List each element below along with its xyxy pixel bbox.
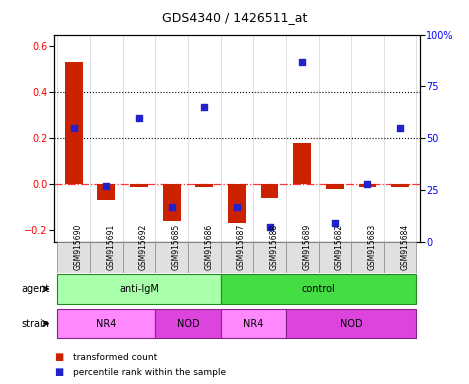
- Text: agent: agent: [21, 284, 49, 294]
- Text: GSM915682: GSM915682: [335, 223, 344, 270]
- Bar: [391, 184, 409, 187]
- Bar: [97, 184, 115, 200]
- Point: [70, 125, 77, 131]
- Point: [331, 220, 339, 226]
- Point: [364, 181, 371, 187]
- Bar: [358, 184, 377, 187]
- FancyBboxPatch shape: [155, 309, 220, 338]
- Text: GSM915687: GSM915687: [237, 223, 246, 270]
- Bar: [65, 62, 83, 184]
- Text: strain: strain: [21, 318, 49, 329]
- Bar: [228, 184, 246, 223]
- Text: GSM915683: GSM915683: [368, 223, 377, 270]
- Text: GSM915692: GSM915692: [139, 223, 148, 270]
- FancyBboxPatch shape: [220, 242, 253, 273]
- Point: [102, 183, 110, 189]
- Text: GSM915688: GSM915688: [270, 223, 279, 270]
- Point: [200, 104, 208, 110]
- Point: [298, 58, 306, 65]
- Bar: [195, 184, 213, 187]
- Text: NR4: NR4: [96, 318, 116, 329]
- Point: [266, 224, 273, 230]
- Point: [233, 204, 241, 210]
- FancyBboxPatch shape: [57, 274, 220, 304]
- FancyBboxPatch shape: [318, 242, 351, 273]
- FancyBboxPatch shape: [188, 242, 220, 273]
- FancyBboxPatch shape: [351, 242, 384, 273]
- Bar: [326, 184, 344, 189]
- Bar: [293, 143, 311, 184]
- Bar: [163, 184, 181, 221]
- Bar: [260, 184, 279, 198]
- Text: GSM915685: GSM915685: [172, 223, 181, 270]
- Text: transformed count: transformed count: [73, 353, 157, 362]
- Text: GSM915690: GSM915690: [74, 223, 83, 270]
- Point: [168, 204, 175, 210]
- FancyBboxPatch shape: [155, 242, 188, 273]
- Text: percentile rank within the sample: percentile rank within the sample: [73, 368, 226, 377]
- Point: [396, 125, 404, 131]
- Text: NOD: NOD: [340, 318, 363, 329]
- FancyBboxPatch shape: [220, 274, 416, 304]
- FancyBboxPatch shape: [384, 242, 416, 273]
- Text: GSM915691: GSM915691: [106, 223, 115, 270]
- FancyBboxPatch shape: [286, 309, 416, 338]
- Text: GDS4340 / 1426511_at: GDS4340 / 1426511_at: [162, 12, 307, 25]
- Text: NR4: NR4: [243, 318, 264, 329]
- Text: ■: ■: [54, 367, 63, 377]
- FancyBboxPatch shape: [220, 309, 286, 338]
- FancyBboxPatch shape: [57, 309, 155, 338]
- FancyBboxPatch shape: [90, 242, 122, 273]
- Text: ■: ■: [54, 352, 63, 362]
- FancyBboxPatch shape: [253, 242, 286, 273]
- Text: NOD: NOD: [176, 318, 199, 329]
- Bar: [130, 184, 148, 187]
- FancyBboxPatch shape: [57, 242, 90, 273]
- Text: anti-IgM: anti-IgM: [119, 284, 159, 294]
- Text: GSM915689: GSM915689: [302, 223, 311, 270]
- Point: [135, 114, 143, 121]
- Text: GSM915686: GSM915686: [204, 223, 213, 270]
- Text: GSM915684: GSM915684: [400, 223, 409, 270]
- FancyBboxPatch shape: [122, 242, 155, 273]
- Text: control: control: [302, 284, 335, 294]
- FancyBboxPatch shape: [286, 242, 318, 273]
